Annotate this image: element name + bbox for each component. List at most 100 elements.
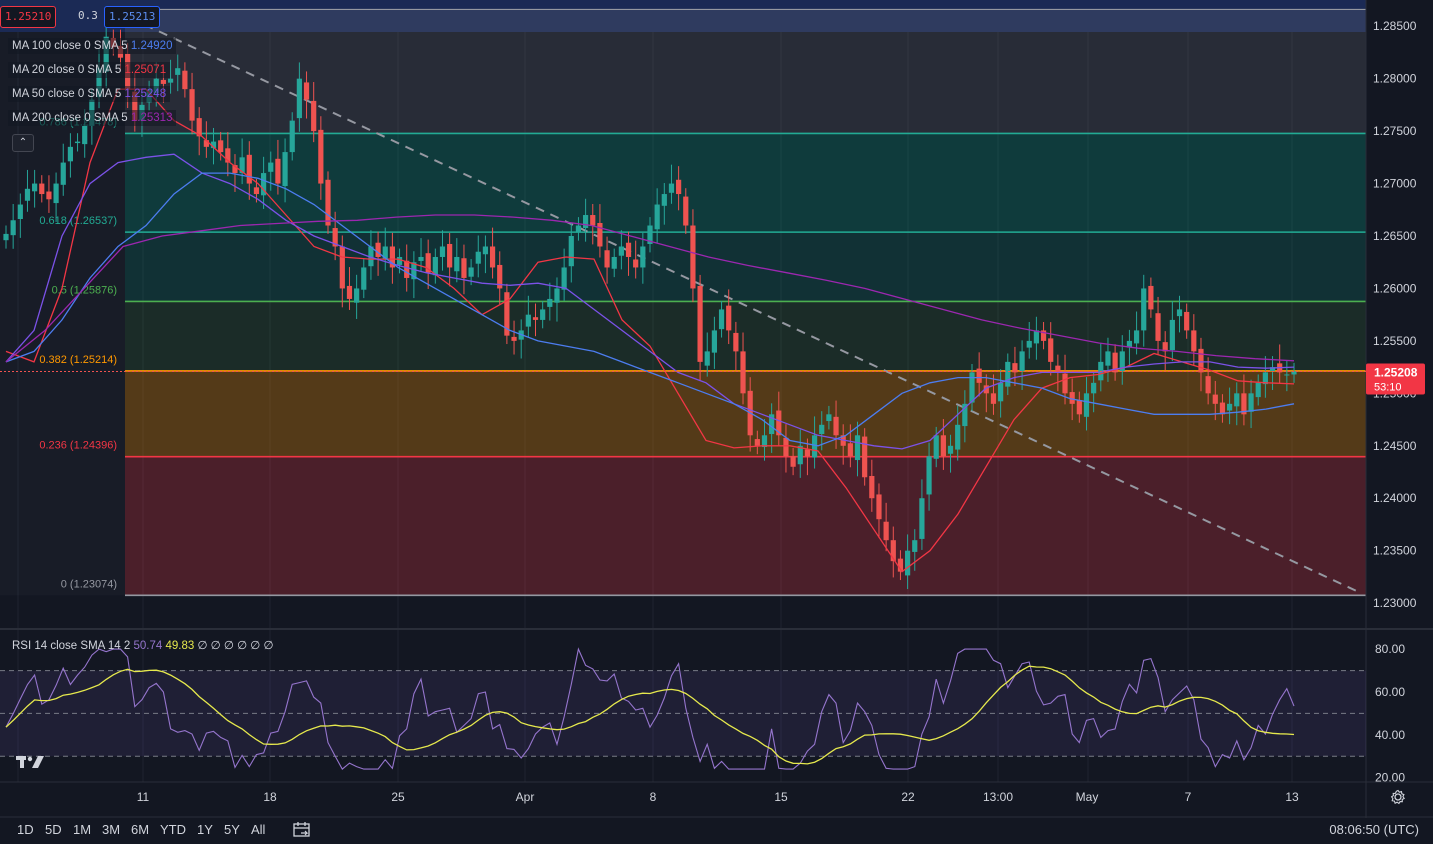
date-range-calendar-icon[interactable] <box>292 821 312 839</box>
candle-body <box>1212 394 1218 404</box>
legend-ma100[interactable]: MA 100 close 0 SMA 5 1.24920 <box>8 38 177 54</box>
candle-body <box>425 253 431 273</box>
candle-body <box>1040 330 1047 341</box>
candle-body <box>611 256 617 269</box>
ma-line-ma100 <box>5 172 1295 447</box>
candle-body <box>1262 372 1268 385</box>
time-tick-label: Apr <box>516 790 535 804</box>
candle-body <box>525 314 531 327</box>
legend-rsi[interactable]: RSI 14 close SMA 14 2 50.74 49.83 ∅ ∅ ∅ … <box>8 638 278 654</box>
legend-rsi-value1: 50.74 <box>133 640 163 652</box>
timeframe-1y[interactable]: 1Y <box>197 822 213 837</box>
candle-body <box>897 558 904 572</box>
candle-body <box>232 165 238 174</box>
candle-body <box>676 179 682 195</box>
candle-body <box>189 89 195 121</box>
candle-body <box>1055 365 1061 373</box>
candle-body <box>833 416 839 436</box>
candle-body <box>447 243 453 268</box>
candle-body <box>1019 351 1025 372</box>
candle-body <box>1091 382 1097 394</box>
timeframe-1m[interactable]: 1M <box>73 822 92 837</box>
bid-price-box[interactable]: 1.25210 <box>0 6 57 28</box>
candle-body <box>733 332 739 352</box>
legend-ma200-label: MA 200 close 0 SMA 5 <box>12 112 128 124</box>
timeframe-all[interactable]: All <box>251 822 266 837</box>
candle-body <box>1269 367 1276 372</box>
tradingview-logo[interactable] <box>16 754 46 770</box>
timeframe-5y[interactable]: 5Y <box>224 822 240 837</box>
candle-body <box>919 498 925 539</box>
candle-body <box>1255 382 1261 398</box>
candle-body <box>325 179 331 226</box>
timeframe-3m[interactable]: 3M <box>102 822 121 837</box>
candle-body <box>504 292 510 336</box>
candle-body <box>289 120 295 153</box>
timeframe-ytd[interactable]: YTD <box>160 822 186 837</box>
trendline <box>129 16 1361 594</box>
chart-settings-gear-icon[interactable] <box>1390 789 1406 805</box>
timeframe-6m[interactable]: 6M <box>131 822 150 837</box>
time-tick-label: 25 <box>391 790 405 804</box>
legend-ma50[interactable]: MA 50 close 0 SMA 5 1.25248 <box>8 86 171 102</box>
candle-body <box>769 414 775 435</box>
candle-body <box>160 79 167 84</box>
candle-body <box>468 267 474 277</box>
price-tick-label: 1.25500 <box>1373 334 1417 348</box>
candle-body <box>311 100 317 132</box>
candle-body <box>175 68 181 75</box>
candle-body <box>1005 361 1011 387</box>
price-tick-label: 1.24000 <box>1373 491 1417 505</box>
candle-body <box>368 246 374 267</box>
price-tick-label: 1.28500 <box>1373 19 1417 33</box>
utc-clock[interactable]: 08:06:50 (UTC) <box>1329 822 1419 837</box>
time-tick-label: 7 <box>1185 790 1192 804</box>
candle-body <box>296 78 302 119</box>
candle-body <box>361 267 367 290</box>
timeframe-5d[interactable]: 5D <box>45 822 62 837</box>
candle-body <box>912 540 918 552</box>
candle-body <box>969 372 975 403</box>
candle-body <box>1119 351 1125 372</box>
candle-body <box>461 258 467 278</box>
candle-body <box>761 435 768 448</box>
candle-body <box>862 436 868 478</box>
legend-ma20[interactable]: MA 20 close 0 SMA 5 1.25071 <box>8 62 171 78</box>
ma-line-ma50 <box>5 153 1295 450</box>
candle-body <box>439 246 446 257</box>
candle-body <box>318 129 324 184</box>
candle-body <box>497 264 503 289</box>
legend-collapse-button[interactable]: ⌃ <box>12 134 34 152</box>
candle-body <box>67 146 73 162</box>
candle-body <box>590 215 596 226</box>
price-tick-label: 1.26000 <box>1373 281 1417 295</box>
candle-body <box>60 162 66 185</box>
candle-body <box>876 494 882 520</box>
candle-body <box>46 191 52 200</box>
rsi-line <box>5 647 1295 770</box>
timeframe-1d[interactable]: 1D <box>17 822 34 837</box>
candle-body <box>1291 371 1297 375</box>
bottom-toolbar: 1D 5D 1M 3M 6M YTD 1Y 5Y All 08:06:50 (U… <box>0 818 1433 842</box>
candle-body <box>883 521 889 541</box>
ask-price-box[interactable]: 1.25213 <box>104 6 161 28</box>
candle-body <box>475 251 481 264</box>
bid-price: 1.25210 <box>5 10 52 23</box>
fib-label-5: 0 (1.23074) <box>61 578 117 590</box>
legend-rsi-label: RSI 14 close SMA 14 2 <box>12 640 131 652</box>
candles <box>3 23 1297 590</box>
candle-body <box>482 246 489 255</box>
candle-body <box>1234 393 1240 407</box>
candle-body <box>253 187 260 195</box>
candle-body <box>983 385 989 394</box>
candle-body <box>583 215 589 229</box>
candle-body <box>132 91 138 121</box>
candle-body <box>661 194 667 206</box>
legend-ma200[interactable]: MA 200 close 0 SMA 5 1.25313 <box>8 110 177 126</box>
candle-body <box>1205 376 1211 394</box>
candle-body <box>339 246 345 289</box>
candle-body <box>804 449 811 457</box>
candle-body <box>905 550 911 576</box>
candle-body <box>711 330 717 353</box>
